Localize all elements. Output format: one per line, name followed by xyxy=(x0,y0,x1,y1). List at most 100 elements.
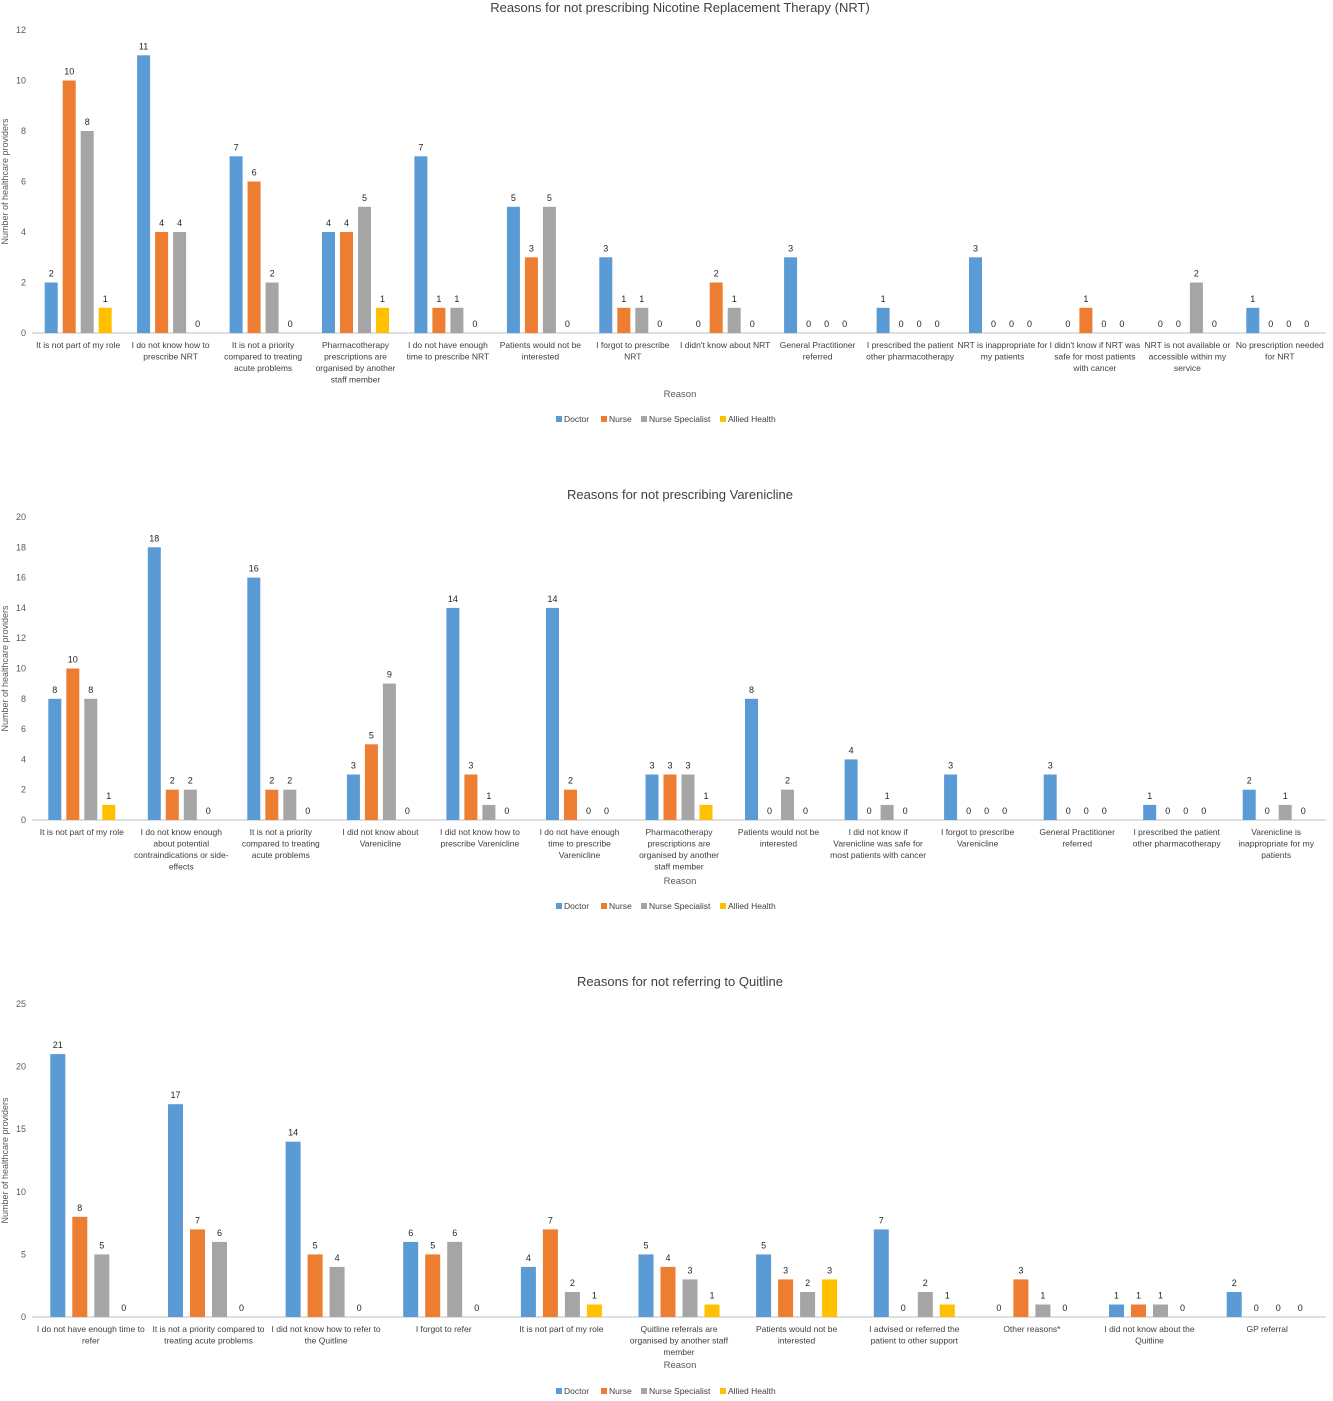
bar-nurse-specialist xyxy=(682,1279,698,1317)
bar-doctor xyxy=(1226,1292,1242,1317)
bar-doctor xyxy=(403,1241,419,1317)
bar-nurse xyxy=(542,1229,558,1317)
bar-nurse xyxy=(617,307,631,334)
data-label: 4 xyxy=(177,218,182,228)
data-label: 0 xyxy=(1119,319,1124,329)
nrt-chart: Reasons for not prescribing Nicotine Rep… xyxy=(0,0,1326,424)
quitline-chart: Reasons for not referring to Quitline 0 5 1… xyxy=(0,974,1326,1396)
y-tick-label: 20 xyxy=(16,512,26,522)
bar-doctor xyxy=(756,1254,772,1317)
bar-doctor xyxy=(506,206,520,334)
data-label: 4 xyxy=(326,218,331,228)
bar-nurse-specialist xyxy=(84,698,98,820)
bar-nurse xyxy=(660,1266,676,1317)
data-label: 8 xyxy=(88,685,93,695)
data-label: 1 xyxy=(436,294,441,304)
legend-swatch-nurse xyxy=(601,1388,607,1394)
data-label: 1 xyxy=(454,294,459,304)
bar-nurse xyxy=(524,257,538,334)
data-label: 2 xyxy=(170,776,175,786)
y-axis-label: Number of healthcare providers xyxy=(0,605,10,732)
bar-doctor xyxy=(322,232,335,333)
legend-swatch-allied-health xyxy=(720,416,726,422)
legend-label-nurse-specialist: Nurse Specialist xyxy=(649,901,711,911)
bar-nurse xyxy=(364,744,378,821)
data-label: 8 xyxy=(85,117,90,127)
bar-nurse xyxy=(464,774,478,820)
data-label: 5 xyxy=(430,1240,435,1250)
bar-nurse-specialist xyxy=(358,206,371,334)
data-label: 0 xyxy=(504,806,509,816)
data-label: 0 xyxy=(842,319,847,329)
category-label: NRT is not available or accessible within… xyxy=(1145,340,1231,373)
bar-nurse-specialist xyxy=(917,1292,933,1317)
bar-nurse-specialist xyxy=(183,789,197,820)
legend-label-nurse: Nurse xyxy=(609,901,632,911)
data-label: 16 xyxy=(249,564,259,574)
y-tick-label: 6 xyxy=(21,177,26,187)
bar-nurse xyxy=(247,181,261,333)
category-label: GP referral xyxy=(1246,1324,1288,1334)
data-label: 1 xyxy=(1158,1291,1163,1301)
bar-allied-health xyxy=(376,307,389,334)
bar-nurse xyxy=(778,1279,794,1317)
y-tick-label: 18 xyxy=(16,542,26,552)
data-label: 4 xyxy=(526,1253,531,1263)
bar-doctor xyxy=(168,1104,183,1317)
y-tick-label: 0 xyxy=(21,328,26,338)
bar-nurse xyxy=(340,232,353,333)
bar-nurse xyxy=(1131,1304,1146,1317)
y-axis-label: Number of healthcare providers xyxy=(0,1097,10,1224)
category-label: Other reasons* xyxy=(1003,1324,1061,1334)
category-label: Quitline referrals are organised by anoth… xyxy=(630,1324,729,1357)
bar-allied-health xyxy=(98,307,112,334)
data-label: 7 xyxy=(548,1215,553,1225)
data-label: 1 xyxy=(639,294,644,304)
category-label: It is not part of my role xyxy=(36,340,120,350)
legend-label-allied-health: Allied Health xyxy=(728,901,776,911)
bar-doctor xyxy=(1109,1304,1124,1317)
data-label: 18 xyxy=(149,533,159,543)
category-label: I did not know how to refer to the Quitli… xyxy=(272,1324,381,1346)
data-label: 0 xyxy=(1201,806,1206,816)
category-label: Pharmacotherapy prescriptions are organise… xyxy=(316,340,396,385)
data-label: 0 xyxy=(901,1303,906,1313)
data-label: 0 xyxy=(474,1303,479,1313)
y-tick-label: 20 xyxy=(16,1062,26,1072)
data-label: 3 xyxy=(1048,761,1053,771)
legend-swatch-nurse-specialist xyxy=(641,903,647,909)
data-label: 14 xyxy=(288,1128,298,1138)
data-label: 2 xyxy=(188,776,193,786)
data-label: 0 xyxy=(1183,806,1188,816)
data-label: 2 xyxy=(49,269,54,279)
category-label: It is not part of my role xyxy=(40,827,124,837)
data-label: 2 xyxy=(568,776,573,786)
legend-label-doctor: Doctor xyxy=(564,1386,589,1396)
bar-nurse xyxy=(709,282,723,333)
y-tick-label: 4 xyxy=(21,227,26,237)
y-tick-label: 12 xyxy=(16,25,26,35)
bar-allied-health xyxy=(822,1279,838,1317)
bar-allied-health xyxy=(102,804,116,820)
data-label: 0 xyxy=(1065,319,1070,329)
data-label: 11 xyxy=(139,41,148,51)
data-label: 1 xyxy=(709,1291,714,1301)
bar-doctor xyxy=(969,257,982,334)
category-label: I didn't know if NRT was safe for most pa… xyxy=(1050,340,1141,373)
data-label: 3 xyxy=(351,761,356,771)
y-tick-label: 8 xyxy=(21,694,26,704)
data-label: 6 xyxy=(452,1228,457,1238)
data-label: 0 xyxy=(1158,319,1163,329)
bar-doctor xyxy=(446,607,460,820)
data-label: 6 xyxy=(408,1228,413,1238)
bar-doctor xyxy=(414,156,428,334)
data-label: 1 xyxy=(885,791,890,801)
bar-nurse xyxy=(564,789,577,820)
bar-nurse xyxy=(307,1254,323,1317)
data-label: 8 xyxy=(77,1203,82,1213)
data-label: 0 xyxy=(657,319,662,329)
data-label: 0 xyxy=(1009,319,1014,329)
bar-nurse-specialist xyxy=(800,1292,816,1317)
bar-nurse-specialist xyxy=(681,774,695,820)
